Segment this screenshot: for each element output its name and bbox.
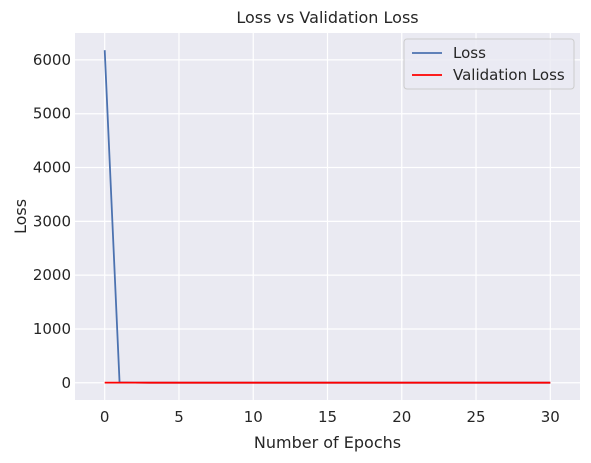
- x-tick-label: 30: [541, 408, 560, 426]
- legend-box: [403, 38, 575, 90]
- y-tick-label: 2000: [33, 266, 71, 284]
- x-tick-label: 5: [174, 408, 184, 426]
- x-tick-label: 20: [392, 408, 411, 426]
- legend-label-loss: Loss: [453, 44, 486, 62]
- y-tick-label: 6000: [33, 51, 71, 69]
- series-lines: [103, 50, 551, 384]
- x-axis-label: Number of Epochs: [254, 433, 401, 452]
- chart-title: Loss vs Validation Loss: [236, 8, 418, 27]
- legend: Loss Validation Loss: [403, 38, 575, 90]
- tick-labels: 0 5 10 15 20 25 30 0 1000 2000 3000 4000 5000 6000: [33, 51, 560, 426]
- y-tick-label: 3000: [33, 212, 71, 230]
- y-tick-label: 1000: [33, 320, 71, 338]
- y-tick-label: 5000: [33, 105, 71, 123]
- x-tick-label: 15: [318, 408, 337, 426]
- x-tick-label: 0: [100, 408, 110, 426]
- y-tick-label: 0: [61, 374, 71, 392]
- y-axis-label: Loss: [11, 199, 30, 234]
- x-tick-label: 10: [244, 408, 263, 426]
- x-tick-label: 25: [466, 408, 485, 426]
- legend-label-validation-loss: Validation Loss: [453, 66, 565, 84]
- y-tick-label: 4000: [33, 159, 71, 177]
